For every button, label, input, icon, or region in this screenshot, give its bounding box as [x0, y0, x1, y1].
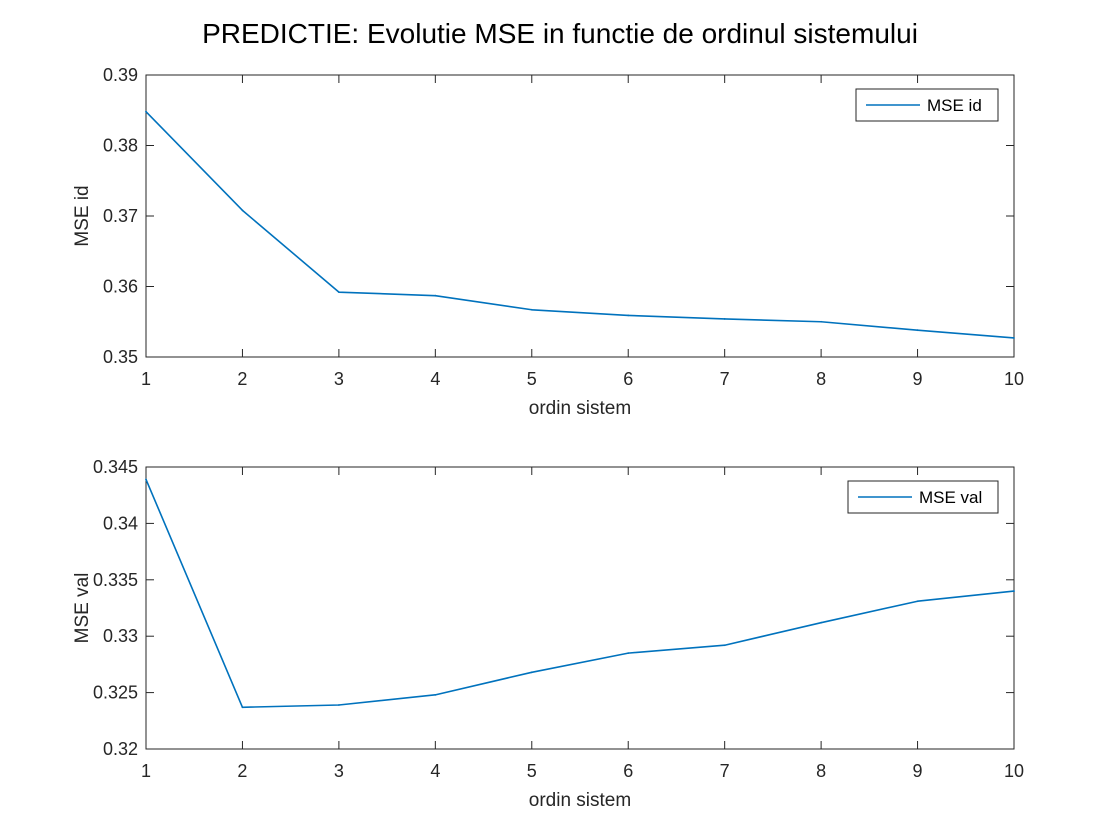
- data-point: [241, 209, 244, 212]
- subplot-1: 1 2 3 4 5 6 7 8 9 10 0.35 0.36 0.37 0.38 0.39 ordin sis…: [72, 65, 1024, 419]
- data-point: [820, 320, 823, 323]
- x-tick-label: 9: [913, 369, 923, 389]
- x-tick-label: 1: [141, 369, 151, 389]
- x-tick-label: 8: [816, 369, 826, 389]
- data-point: [530, 308, 533, 311]
- legend-label: MSE id: [927, 96, 982, 115]
- data-point: [723, 318, 726, 320]
- x-tick-label: 1: [141, 761, 151, 781]
- y-tick-label: 0.33: [103, 626, 138, 646]
- data-point: [530, 671, 533, 674]
- y-tick-label: 0.325: [93, 683, 138, 703]
- data-point: [337, 291, 340, 294]
- data-point: [1013, 590, 1015, 592]
- x-tick-label: 7: [720, 369, 730, 389]
- x-tick-label: 4: [430, 761, 440, 781]
- y-tick-label: 0.39: [103, 65, 138, 85]
- data-point: [627, 314, 630, 317]
- data-point: [145, 478, 147, 481]
- series-line-1: [145, 479, 1015, 709]
- y-tick-label: 0.345: [93, 457, 138, 477]
- x-tick-label: 6: [623, 761, 633, 781]
- x-tick-label: 4: [430, 369, 440, 389]
- data-point: [916, 600, 919, 603]
- x-tick-label: 10: [1004, 369, 1024, 389]
- y-axis-label: MSE val: [72, 573, 93, 644]
- y-tick-label: 0.34: [103, 513, 138, 533]
- x-axis-label: ordin sistem: [529, 790, 631, 811]
- x-tick-label: 5: [527, 761, 537, 781]
- data-point: [627, 652, 630, 655]
- legend-box: [847, 480, 999, 514]
- x-axis-label: ordin sistem: [529, 398, 631, 419]
- x-tick-label: 3: [334, 369, 344, 389]
- x-tick-label: 2: [237, 369, 247, 389]
- axes-box: [145, 466, 1015, 750]
- x-tick-label: 9: [913, 761, 923, 781]
- data-point: [145, 110, 147, 113]
- y-tick-label: 0.37: [103, 206, 138, 226]
- data-point: [337, 704, 340, 706]
- data-point: [434, 693, 437, 696]
- subplot-2: 1 2 3 4 5 6 7 8 9 10 0.32 0.325 0.33 0.335 0.34 0.345 or…: [72, 457, 1024, 811]
- data-point: [820, 621, 823, 624]
- x-tick-label: 8: [816, 761, 826, 781]
- x-tick-label: 3: [334, 761, 344, 781]
- y-tick-label: 0.36: [103, 277, 138, 297]
- x-tick-label: 6: [623, 369, 633, 389]
- y-tick-label: 0.335: [93, 570, 138, 590]
- data-point: [723, 644, 726, 647]
- data-point: [241, 706, 244, 709]
- data-point: [434, 294, 437, 297]
- axes-box: [145, 74, 1015, 358]
- x-tick-label: 5: [527, 369, 537, 389]
- x-tick-label: 10: [1004, 761, 1024, 781]
- y-tick-label: 0.38: [103, 136, 138, 156]
- y-tick-label: 0.35: [103, 347, 138, 367]
- data-point: [916, 329, 919, 332]
- y-tick-label: 0.32: [103, 739, 138, 759]
- figure-title: PREDICTIE: Evolutie MSE in functie de or…: [202, 18, 918, 49]
- data-point: [1013, 337, 1015, 339]
- legend-label: MSE val: [919, 488, 982, 507]
- x-tick-label: 2: [237, 761, 247, 781]
- series-line-1: [145, 111, 1015, 339]
- x-tick-label: 7: [720, 761, 730, 781]
- y-axis-label: MSE id: [72, 185, 93, 246]
